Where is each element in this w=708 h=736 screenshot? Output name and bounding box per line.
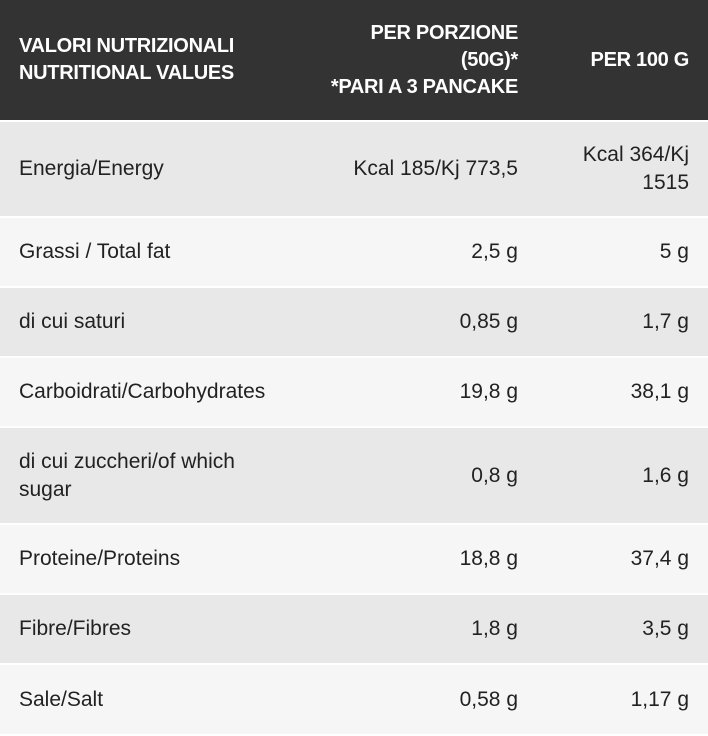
row-per-serving: 1,8 g <box>310 593 538 664</box>
table-row: Energia/Energy Kcal 185/Kj 773,5 Kcal 36… <box>0 120 708 217</box>
table-row: Proteine/Proteins 18,8 g 37,4 g <box>0 523 708 594</box>
row-label-line1: di cui zuccheri/of which <box>19 449 235 473</box>
row-per-100g: Kcal 364/Kj 1515 <box>538 120 708 217</box>
row-per-serving: 2,5 g <box>310 216 538 287</box>
header-per-100g-label: PER 100 G <box>590 48 690 71</box>
header-per-serving: PER PORZIONE (50G)* *PARI A 3 PANCAKE <box>310 0 538 121</box>
row-per-100g: 1,7 g <box>538 286 708 357</box>
header-label-en: NUTRITIONAL VALUES <box>19 62 234 84</box>
table-row: Fibre/Fibres 1,8 g 3,5 g <box>0 593 708 664</box>
row-per-100g-line1: Kcal 364/Kj <box>582 143 689 166</box>
table-header-row: VALORI NUTRIZIONALI NUTRITIONAL VALUES P… <box>0 0 708 121</box>
row-per-serving: Kcal 185/Kj 773,5 <box>310 120 538 217</box>
row-per-serving: 19,8 g <box>310 356 538 427</box>
row-per-100g: 1,17 g <box>538 663 708 734</box>
row-per-100g: 37,4 g <box>538 523 708 594</box>
row-label: Sale/Salt <box>0 663 310 734</box>
row-per-serving: 18,8 g <box>310 523 538 594</box>
table-row: Carboidrati/Carbohydrates 19,8 g 38,1 g <box>0 356 708 427</box>
row-label: Fibre/Fibres <box>0 593 310 664</box>
table-row: di cui saturi 0,85 g 1,7 g <box>0 286 708 357</box>
row-label-line2: sugar <box>19 477 72 501</box>
header-per-serving-line1: PER PORZIONE <box>370 21 518 44</box>
header-nutritional-values: VALORI NUTRIZIONALI NUTRITIONAL VALUES <box>0 0 310 121</box>
row-per-100g: 38,1 g <box>538 356 708 427</box>
row-label: Proteine/Proteins <box>0 523 310 594</box>
row-label: Carboidrati/Carbohydrates <box>0 356 310 427</box>
row-per-100g: 5 g <box>538 216 708 287</box>
header-per-serving-note: *PARI A 3 PANCAKE <box>330 75 518 98</box>
row-label: di cui saturi <box>0 286 310 357</box>
table-row: Sale/Salt 0,58 g 1,17 g <box>0 663 708 734</box>
row-per-serving: 0,58 g <box>310 663 538 734</box>
header-per-serving-line2: (50G)* <box>460 48 518 71</box>
table-row: di cui zuccheri/of which sugar 0,8 g 1,6… <box>0 426 708 524</box>
row-per-100g: 3,5 g <box>538 593 708 664</box>
row-per-serving: 0,85 g <box>310 286 538 357</box>
row-label: Energia/Energy <box>0 120 310 217</box>
row-label: di cui zuccheri/of which sugar <box>0 426 310 524</box>
table-row: Grassi / Total fat 2,5 g 5 g <box>0 216 708 287</box>
header-label-it: VALORI NUTRIZIONALI <box>19 35 235 57</box>
header-per-100g: PER 100 G <box>538 0 708 121</box>
row-per-100g-line2: 1515 <box>642 171 689 194</box>
row-per-serving: 0,8 g <box>310 426 538 524</box>
row-per-100g: 1,6 g <box>538 426 708 524</box>
row-label: Grassi / Total fat <box>0 216 310 287</box>
